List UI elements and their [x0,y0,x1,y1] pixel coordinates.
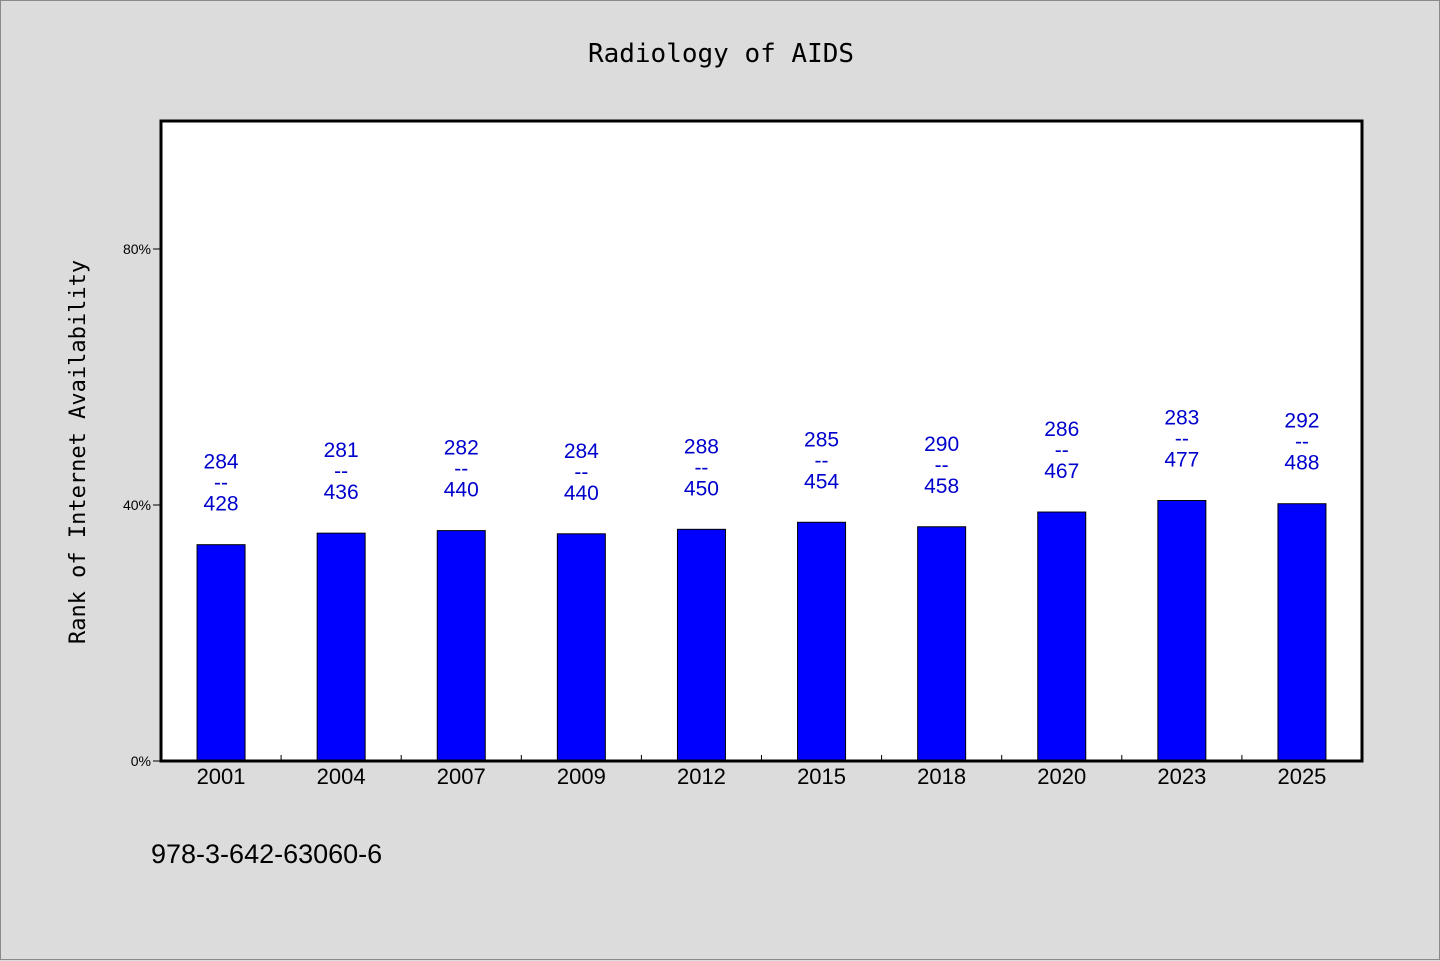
y-tick-label-2: 80% [123,241,151,257]
data-label-2004-line-1: 281 [324,439,359,462]
bar-2025 [1277,503,1327,762]
x-tick-label-2015: 2015 [797,764,846,789]
data-label-2018-line-1: 290 [924,433,959,456]
data-label-2012-line-1: 288 [684,435,719,458]
x-tick-label-2009: 2009 [557,764,606,789]
x-tick-label-2020: 2020 [1037,764,1086,789]
bar-2007 [436,530,486,762]
bar-2012 [676,528,726,762]
data-label-2023-line-2: -- [1175,428,1189,451]
data-label-2009-line-3: 440 [564,482,599,505]
y-axis-label: Rank of Internet Availability [66,260,91,644]
data-label-2009-line-2: -- [574,461,588,484]
bar-2018 [917,526,967,762]
x-tick-label-2007: 2007 [437,764,486,789]
y-tick-label-1: 40% [123,497,151,513]
data-label-2025-line-1: 292 [1284,410,1319,433]
data-label-2009-line-1: 284 [564,440,599,463]
y-tick-label-0: 0% [131,753,151,769]
data-label-2015-line-2: -- [815,449,829,472]
data-label-2020-line-3: 467 [1044,460,1079,483]
data-label-2020-line-2: -- [1055,439,1069,462]
data-label-2004-line-2: -- [334,460,348,483]
data-label-2020-line-1: 286 [1044,418,1079,441]
bar-2023 [1157,500,1207,762]
data-label-2012-line-3: 450 [684,477,719,500]
bars-layer [196,500,1327,762]
data-labels-layer: 284--428281--436282--440284--440288--450… [204,407,1320,516]
x-tick-label-2025: 2025 [1277,764,1326,789]
bar-2009 [556,533,606,762]
data-label-2007-line-3: 440 [444,479,479,502]
bar-2020 [1037,511,1087,762]
bar-2004 [316,532,366,762]
data-label-2001-line-1: 284 [204,451,239,474]
data-label-2012-line-2: -- [694,456,708,479]
plot-frame [159,119,1364,763]
data-label-2023-line-1: 283 [1164,407,1199,430]
x-tick-label-2023: 2023 [1157,764,1206,789]
data-label-2018-line-3: 458 [924,475,959,498]
data-label-2018-line-2: -- [935,454,949,477]
x-tick-label-2004: 2004 [317,764,366,789]
x-tick-label-2012: 2012 [677,764,726,789]
footer-isbn: 978-3-642-63060-6 [151,839,382,869]
data-label-2015-line-3: 454 [804,470,839,493]
x-tick-label-2018: 2018 [917,764,966,789]
data-label-2007-line-1: 282 [444,437,479,460]
data-label-2007-line-2: -- [454,458,468,481]
data-label-2025-line-2: -- [1295,431,1309,454]
bar-2015 [797,521,847,762]
data-label-2015-line-1: 285 [804,428,839,451]
data-label-2025-line-3: 488 [1284,452,1319,475]
axes-layer: 2001 2004 2007 2009 2012 2015 2018 2020 2023 2025… [123,241,1326,789]
x-tick-label-2001: 2001 [197,764,246,789]
data-label-2001-line-2: -- [214,472,228,495]
data-label-2004-line-3: 436 [324,481,359,504]
data-label-2001-line-3: 428 [204,493,239,516]
chart-title: Radiology of AIDS [588,39,854,69]
data-label-2023-line-3: 477 [1164,449,1199,472]
bar-2001 [196,544,246,762]
